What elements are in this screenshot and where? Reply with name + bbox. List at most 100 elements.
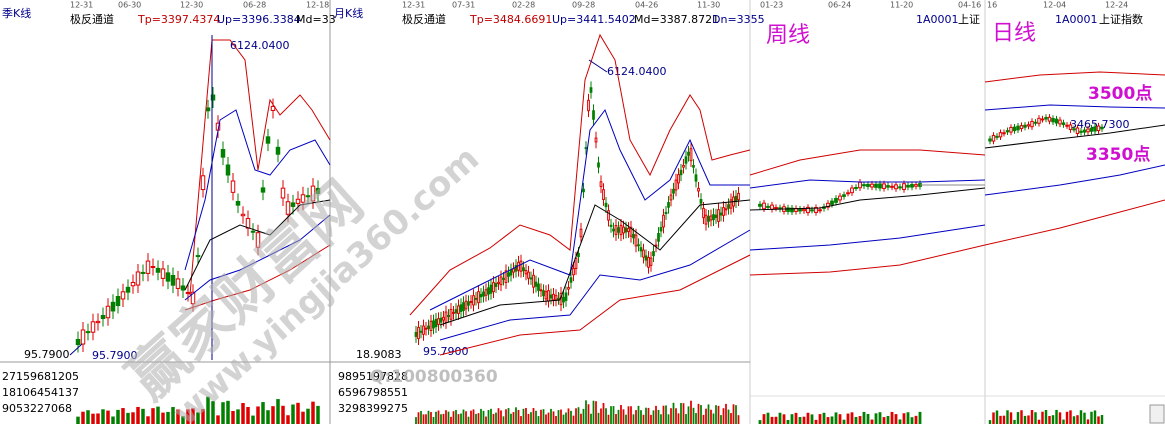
volume-bar <box>842 419 846 424</box>
candle-body <box>1009 126 1013 133</box>
volume-bar <box>866 413 870 424</box>
candle-body <box>682 164 685 168</box>
candle-body <box>567 287 570 290</box>
volume-bar <box>697 403 700 424</box>
candle-body <box>694 174 698 182</box>
volume-bar <box>672 402 675 424</box>
candle-body <box>830 200 834 205</box>
candle-body <box>492 282 495 293</box>
volume-bar <box>695 413 697 424</box>
volume-bar <box>166 411 170 424</box>
volume-bar <box>834 412 838 424</box>
volume-bar <box>1048 415 1051 424</box>
channel-line <box>69 343 83 356</box>
candle-body <box>664 211 668 215</box>
volume-bar <box>121 408 125 424</box>
volume-bar <box>455 409 457 424</box>
candle-body <box>704 214 708 225</box>
volume-bar <box>435 411 437 424</box>
volume-bar <box>567 408 570 424</box>
volume-bar <box>632 414 635 424</box>
volume-bar <box>271 406 275 424</box>
volume-bar <box>301 411 305 424</box>
volume-bar <box>814 419 818 424</box>
candle-body <box>499 276 503 286</box>
volume-bar <box>447 411 450 424</box>
volume-bar <box>171 407 175 424</box>
candle-body <box>489 284 493 294</box>
candle-body <box>679 169 683 176</box>
volume-bar <box>602 403 605 424</box>
candle-body <box>482 291 485 297</box>
volume-bar <box>101 409 105 424</box>
volume-bar <box>850 412 854 424</box>
candle-body <box>712 214 715 221</box>
candle-body <box>502 277 505 280</box>
candle-body <box>702 207 705 219</box>
volume-bar <box>111 416 115 424</box>
candle-body <box>1030 120 1034 128</box>
candle-body <box>110 301 116 312</box>
volume-bar <box>630 406 632 424</box>
volume-bar <box>615 414 617 424</box>
volume-bar <box>116 409 120 424</box>
date: 06-24 <box>828 1 851 10</box>
candle-body <box>910 184 914 188</box>
channel-line <box>749 244 986 276</box>
volume-bar <box>647 407 650 424</box>
volume-bar <box>810 414 814 424</box>
candle-body <box>305 195 311 198</box>
candle-body <box>1005 130 1010 133</box>
candle-body <box>669 194 673 201</box>
volume-bar <box>692 407 695 424</box>
volume-bar <box>786 419 790 424</box>
candle-body <box>447 315 450 318</box>
date: 11-20 <box>890 1 913 10</box>
candle-body <box>280 187 286 199</box>
candle-body <box>1016 125 1020 131</box>
candle-body <box>1089 127 1094 132</box>
volume-bar <box>201 408 205 424</box>
volume-bar <box>560 409 562 424</box>
volume-bar <box>1100 415 1104 424</box>
channel-line <box>749 224 986 251</box>
candle-body <box>230 180 236 193</box>
candle-body <box>509 269 513 276</box>
volume-bar <box>1006 410 1009 424</box>
candle-body <box>255 232 261 248</box>
candle-body <box>619 224 623 236</box>
volume-bar <box>1013 419 1016 424</box>
volume-bar <box>507 408 510 424</box>
volume-bar <box>1027 415 1030 424</box>
candle-body <box>469 300 473 303</box>
volume-bar <box>226 400 230 424</box>
candle-body <box>235 200 241 206</box>
candle-body <box>806 206 810 214</box>
candle-body <box>858 181 862 189</box>
candle-body <box>130 281 136 287</box>
volume-bar <box>640 410 642 424</box>
candle-body <box>798 208 802 212</box>
volume-bar <box>261 402 265 424</box>
volume-bar <box>311 401 315 424</box>
candle-body <box>1047 116 1052 122</box>
candle-body <box>542 290 545 297</box>
candle-body <box>75 339 81 345</box>
date: 09-28 <box>572 1 595 10</box>
index-name: 上证 <box>958 13 980 26</box>
candle-body <box>627 228 630 232</box>
volume-bar <box>522 408 525 424</box>
candle-body <box>1096 125 1101 132</box>
volume-bar <box>497 408 500 424</box>
volume-bar <box>570 410 572 424</box>
volume-bar <box>286 415 290 424</box>
volume-bar <box>774 416 778 424</box>
volume-bar <box>465 411 467 424</box>
candle-body <box>995 135 999 138</box>
date: 06-30 <box>118 1 141 10</box>
candle-body <box>1079 130 1083 133</box>
volume-bar <box>527 413 530 424</box>
volume-bar <box>131 412 135 424</box>
channel-line <box>184 199 331 291</box>
